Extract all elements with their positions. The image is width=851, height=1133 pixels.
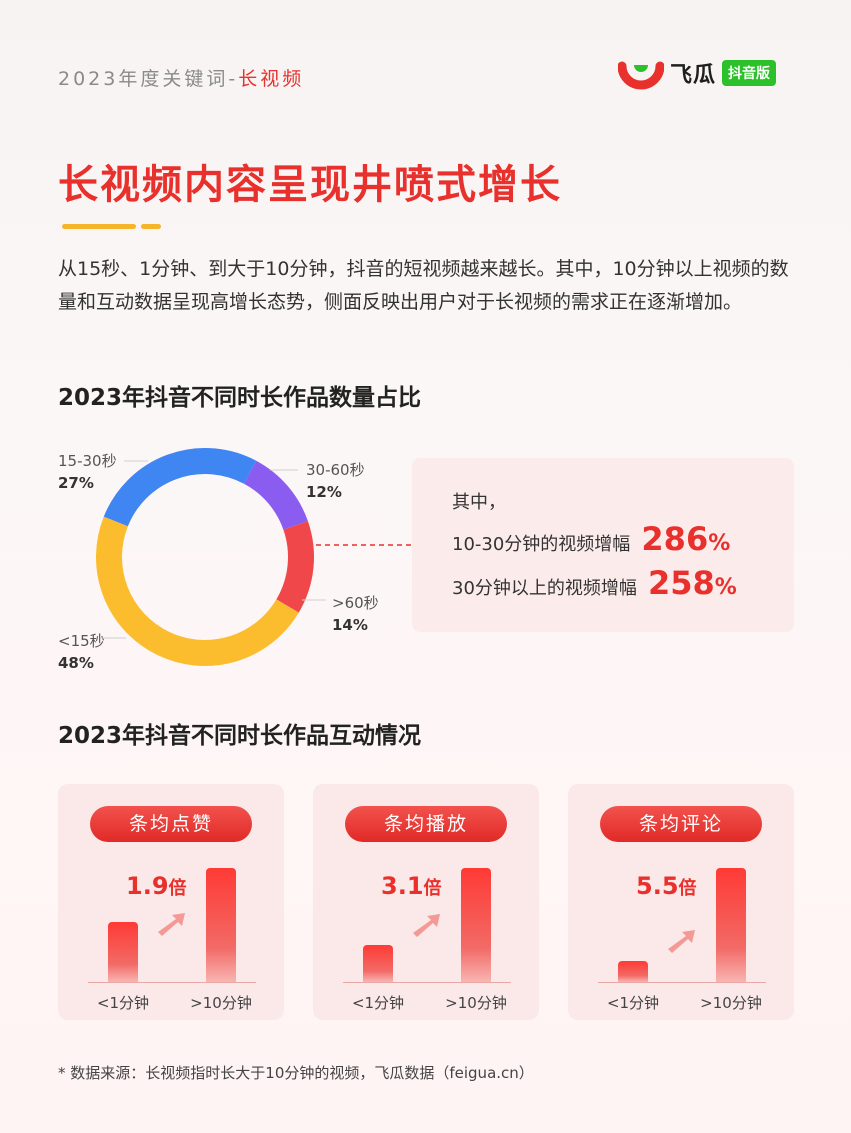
donut-slice-2 [96,516,299,666]
callout-intro: 其中， [452,492,506,513]
multiplier-unit: 倍 [678,878,697,899]
brand-logo: 飞瓜 抖音版 [618,56,777,90]
bar-baseline [343,982,511,983]
tick-label-under-1min: <1分钟 [606,994,660,1012]
callout-line-1-unit: % [708,531,731,556]
segment-label-15-30: 15-30秒 27% [58,450,117,494]
keyword-separator: - [228,68,239,90]
keyword-highlight: 长视频 [238,68,305,90]
callout-line-2-value: 258 [648,564,715,602]
bar-over-10min [716,868,746,982]
bar-over-10min [206,868,236,982]
interaction-card: 条均播放 3.1倍 <1分钟 >10分钟 [313,784,539,1020]
bar-over-10min [461,868,491,982]
multiplier-value: 5.5 [636,872,679,900]
bar-under-1min [363,945,393,982]
donut-slice-0 [243,460,308,531]
bar-baseline [598,982,766,983]
interaction-card: 条均评论 5.5倍 <1分钟 >10分钟 [568,784,794,1020]
segment-name: >60秒 [332,594,379,612]
section-title-interaction: 2023年抖音不同时长作品互动情况 [58,723,422,749]
segment-value: 14% [332,616,368,634]
tick-label-over-10min: >10分钟 [700,994,762,1012]
segment-name: 15-30秒 [58,452,117,470]
section-title-distribution: 2023年抖音不同时长作品数量占比 [58,385,422,411]
multiplier-label: 3.1倍 [381,872,442,900]
callout-line-1-label: 10-30分钟的视频增幅 [452,534,631,555]
growth-callout: 其中， 10-30分钟的视频增幅 286% 30分钟以上的视频增幅 258% [412,458,794,632]
bar-under-1min [108,922,138,982]
multiplier-value: 3.1 [381,872,424,900]
multiplier-value: 1.9 [126,872,169,900]
logo-text: 飞瓜 [670,63,717,88]
trend-arrow-icon [413,914,440,937]
description: 从15秒、1分钟、到大于10分钟，抖音的短视频越来越长。其中，10分钟以上视频的… [58,258,789,313]
multiplier-label: 5.5倍 [636,872,697,900]
bar-baseline [88,982,256,983]
tick-label-under-1min: <1分钟 [351,994,405,1012]
bar-under-1min [618,961,648,982]
donut-slice-3 [103,448,257,527]
segment-label-under-15: <15秒 48% [58,630,105,674]
logo-badge: 抖音版 [722,60,777,86]
keyword-prefix: 2023年度关键词 [58,68,229,90]
segment-value: 27% [58,474,94,492]
trend-arrow-icon [668,930,695,953]
title-underline-dot [141,224,161,229]
donut-slice-1 [276,521,314,613]
segment-label-over-60: >60秒 14% [332,592,379,636]
metric-pill: 条均评论 [600,806,762,842]
multiplier-unit: 倍 [168,878,187,899]
metric-pill: 条均播放 [345,806,507,842]
tick-label-over-10min: >10分钟 [445,994,507,1012]
donut-chart [96,448,314,666]
feigua-logo-icon [618,61,664,90]
segment-name: 30-60秒 [306,461,365,479]
callout-line-2: 30分钟以上的视频增幅 258% [452,564,737,602]
segment-value: 12% [306,483,342,501]
tick-label-over-10min: >10分钟 [190,994,252,1012]
tick-label-under-1min: <1分钟 [96,994,150,1012]
page-title: 长视频内容呈现井喷式增长 [58,162,562,208]
footnote: * 数据来源：长视频指时长大于10分钟的视频，飞瓜数据（feigua.cn） [58,1064,534,1082]
title-underline [62,224,136,229]
interaction-card: 条均点赞 1.9倍 <1分钟 >10分钟 [58,784,284,1020]
metric-pill: 条均点赞 [90,806,252,842]
multiplier-unit: 倍 [423,878,442,899]
callout-line-2-unit: % [714,575,737,600]
trend-arrow-icon [158,913,185,936]
segment-name: <15秒 [58,632,105,650]
keyword-header: 2023年度关键词-长视频 [58,64,304,91]
segment-value: 48% [58,654,94,672]
callout-line-1-value: 286 [641,520,709,558]
callout-line-2-label: 30分钟以上的视频增幅 [452,578,637,599]
segment-label-30-60: 30-60秒 12% [306,459,365,503]
multiplier-label: 1.9倍 [126,872,187,900]
callout-line-1: 10-30分钟的视频增幅 286% [452,520,730,558]
